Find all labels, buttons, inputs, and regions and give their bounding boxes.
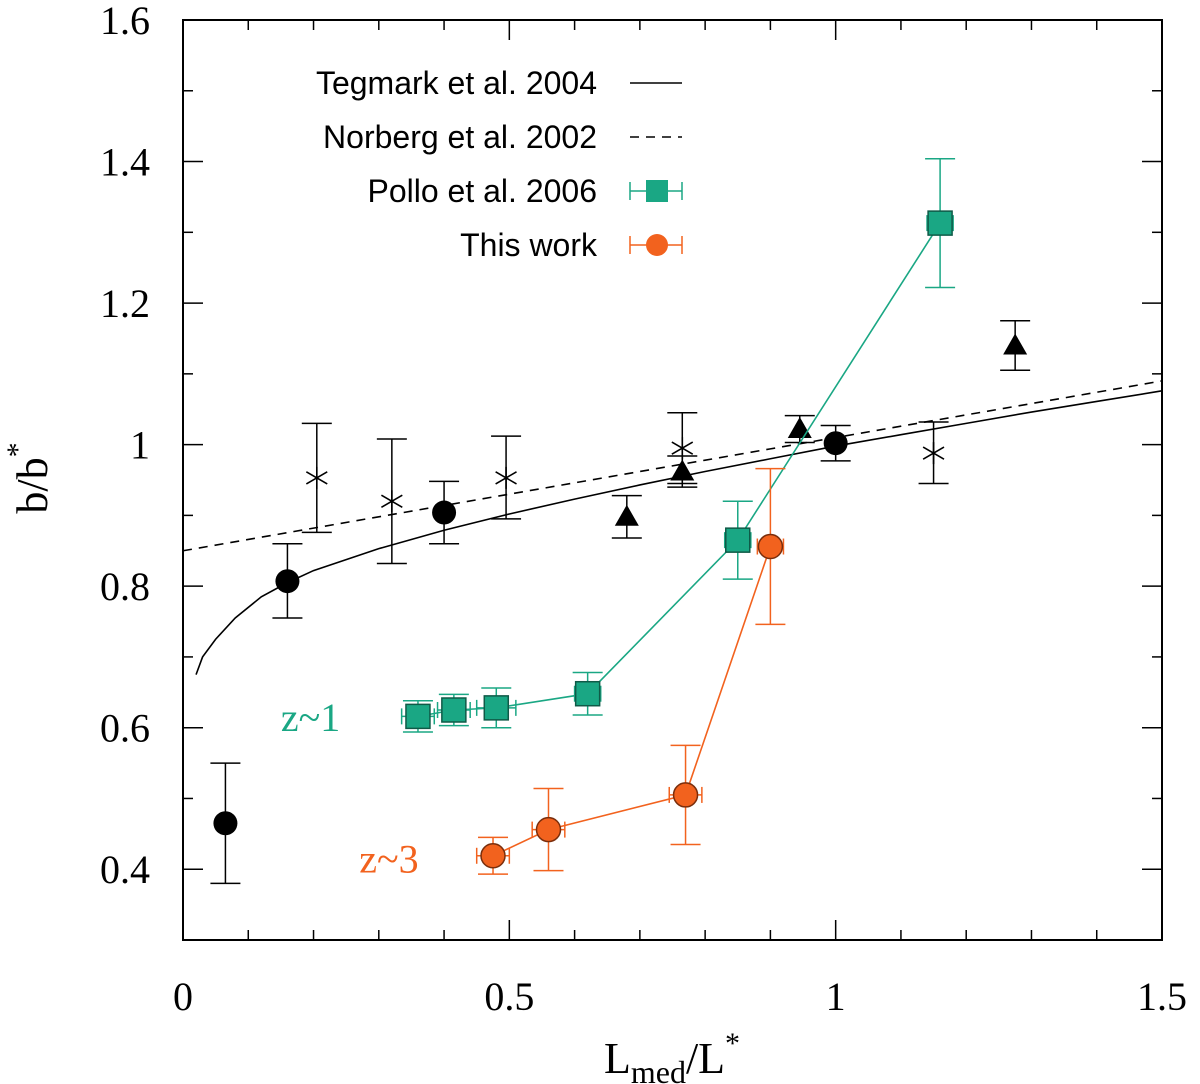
norberg-dashed-line [182,380,1163,552]
legend-label: Pollo et al. 2006 [368,173,598,209]
black-triangle-point [614,504,639,526]
legend-label: Norberg et al. 2002 [323,119,597,155]
pollo-square-point [574,680,601,707]
orange-circle-connecting-line [492,546,772,857]
y-tick-label: 1 [130,423,150,468]
tick-marks [182,19,1163,941]
black-circle-point [432,500,457,525]
black-circle-point [275,569,300,594]
tick-labels: 0 0.5 1 1.5 0.4 0.6 0.8 1 1.2 1.4 1.6 [100,0,1187,1019]
black-star-point [922,442,945,465]
redshift-annotation: z~1 [281,695,340,740]
black-star-point [305,466,328,489]
y-tick-label: 1.4 [100,140,150,185]
pollo-square-point [405,703,431,730]
black-circle-point [823,431,848,456]
x-tick-label: 1 [826,974,846,1019]
legend-label: Tegmark et al. 2004 [316,65,597,101]
black-triangle-point [670,459,695,481]
y-tick-label: 0.8 [100,564,150,609]
x-axis-label: Lmed/L* [604,1027,740,1084]
this-work-circle-point [757,533,784,560]
pollo-square-point [441,697,467,723]
this-work-circle-point [480,843,506,869]
black-star-point [495,466,517,489]
legend-label: This work [460,227,598,263]
plot-area [182,157,1163,885]
pollo-square-point [725,527,751,553]
tegmark-solid-line [195,390,1163,675]
legend-green-square [646,180,668,202]
legend: Tegmark et al. 2004 Norberg et al. 2002 Po… [316,65,683,263]
this-work-circle-point [535,816,562,843]
y-axis-label: b/b* [1,442,57,513]
black-circle-point [213,811,238,836]
x-tick-label: 0 [173,974,193,1019]
black-star-point [381,490,403,513]
plot-frame [182,19,1163,941]
x-tick-label: 1.5 [1137,974,1187,1019]
legend-orange-circle [646,234,668,256]
redshift-annotation: z~3 [359,837,418,882]
black-triangle-point [787,417,812,439]
pollo-square-point [483,695,510,721]
y-tick-label: 0.6 [100,706,150,751]
y-tick-label: 1.6 [100,0,150,43]
this-work-circle-point [672,782,699,808]
black-triangle-point [1003,333,1028,355]
pollo-square-point [927,210,953,236]
y-tick-label: 1.2 [100,281,150,326]
y-tick-label: 0.4 [100,847,150,892]
annotations: z~1 z~3 [281,695,419,882]
x-tick-label: 0.5 [484,974,534,1019]
